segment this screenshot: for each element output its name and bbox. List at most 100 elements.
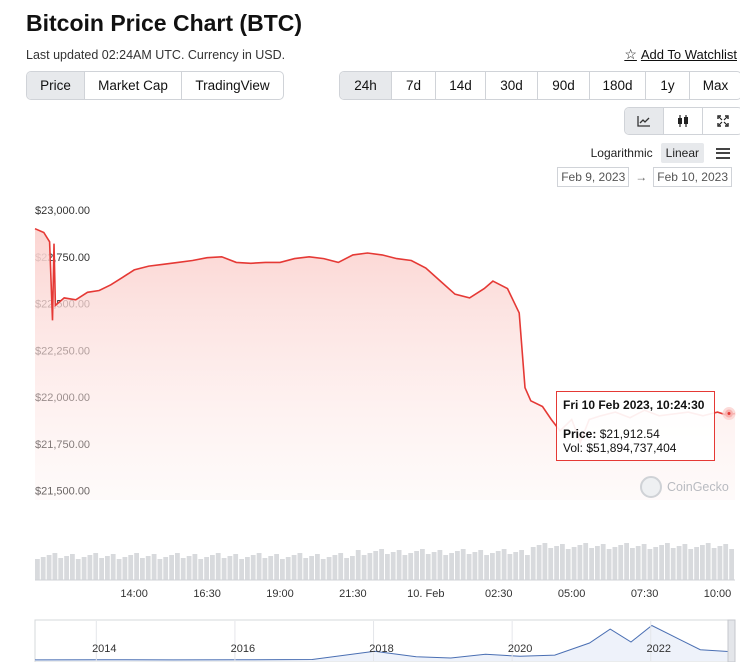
navigator-tick-label: 2016 bbox=[231, 643, 255, 655]
x-tick-label: 21:30 bbox=[339, 588, 367, 600]
volume-bar bbox=[641, 544, 647, 580]
x-tick-label: 05:00 bbox=[558, 588, 586, 600]
volume-bars bbox=[35, 543, 734, 580]
range-24h[interactable]: 24h bbox=[340, 72, 392, 99]
volume-bar bbox=[385, 554, 390, 580]
volume-bar bbox=[245, 557, 250, 580]
volume-bar bbox=[52, 553, 58, 580]
volume-bar bbox=[192, 554, 198, 580]
volume-bar bbox=[676, 546, 682, 580]
volume-bar bbox=[361, 555, 367, 580]
volume-bar bbox=[536, 545, 542, 580]
volume-bar bbox=[694, 547, 699, 580]
volume-bar bbox=[700, 545, 705, 580]
volume-bar bbox=[653, 547, 659, 580]
volume-bar bbox=[723, 544, 729, 580]
volume-bar bbox=[408, 553, 414, 580]
tab-tradingview[interactable]: TradingView bbox=[195, 78, 270, 93]
navigator-tick-label: 2022 bbox=[647, 643, 671, 655]
volume-bar bbox=[105, 556, 110, 580]
navigator-line bbox=[34, 624, 736, 661]
range-180d[interactable]: 180d bbox=[590, 72, 646, 99]
range-1y[interactable]: 1y bbox=[646, 72, 690, 99]
volume-bar bbox=[180, 558, 186, 580]
volume-bar bbox=[484, 555, 489, 580]
x-tick-label: 02:30 bbox=[485, 588, 513, 600]
volume-bar bbox=[665, 543, 670, 580]
volume-bar bbox=[460, 549, 466, 580]
volume-bar bbox=[239, 559, 244, 580]
volume-bar bbox=[420, 549, 425, 580]
volume-bar bbox=[326, 557, 332, 580]
volume-bar bbox=[507, 554, 513, 580]
date-to-input[interactable]: Feb 10, 2023 bbox=[653, 167, 732, 187]
volume-bar bbox=[58, 558, 64, 580]
line-chart-icon[interactable] bbox=[625, 108, 664, 134]
volume-bar bbox=[175, 553, 180, 580]
coingecko-watermark: CoinGecko bbox=[640, 476, 729, 498]
candlestick-icon[interactable] bbox=[664, 108, 703, 134]
volume-bar bbox=[583, 543, 589, 580]
navigator: 2014 2016 2018 2020 2022 bbox=[34, 619, 736, 662]
volume-bar bbox=[186, 556, 192, 580]
last-updated-text: Last updated 02:24AM UTC. Currency in US… bbox=[26, 48, 286, 62]
volume-bar bbox=[367, 553, 373, 580]
volume-bar bbox=[256, 553, 262, 580]
range-tabs: 24h 7d 14d 30d 90d 180d 1y Max bbox=[339, 71, 740, 100]
linear-option[interactable]: Linear bbox=[660, 143, 704, 163]
tooltip-vol-value: $51,894,737,404 bbox=[586, 441, 677, 455]
x-tick-label: 16:30 bbox=[193, 588, 221, 600]
arrow-right-icon: → bbox=[635, 170, 648, 184]
volume-bar bbox=[250, 555, 256, 580]
volume-bar bbox=[600, 544, 606, 580]
range-90d[interactable]: 90d bbox=[538, 72, 590, 99]
volume-bar bbox=[396, 550, 402, 580]
volume-bar bbox=[198, 559, 204, 580]
x-tick-label: 10:00 bbox=[704, 588, 732, 600]
volume-bar bbox=[350, 556, 355, 580]
range-14d[interactable]: 14d bbox=[436, 72, 486, 99]
volume-bar bbox=[122, 557, 128, 580]
volume-bar bbox=[297, 553, 303, 580]
volume-bar bbox=[81, 557, 87, 580]
volume-bar bbox=[332, 555, 338, 580]
range-max[interactable]: Max bbox=[702, 78, 729, 93]
volume-bar bbox=[169, 555, 174, 580]
x-tick-label: 10. Feb bbox=[407, 588, 444, 600]
hover-point bbox=[722, 407, 736, 421]
volume-bar bbox=[670, 548, 676, 580]
volume-bar bbox=[548, 548, 554, 580]
tooltip-title: Fri 10 Feb 2023, 10:24:30 bbox=[563, 398, 705, 412]
range-30d[interactable]: 30d bbox=[486, 72, 538, 99]
volume-bar bbox=[64, 556, 69, 580]
watermark-text: CoinGecko bbox=[667, 480, 729, 494]
volume-bar bbox=[495, 551, 501, 580]
volume-bar bbox=[711, 548, 717, 580]
fullscreen-icon[interactable] bbox=[703, 108, 740, 134]
volume-bar bbox=[338, 553, 344, 580]
volume-bar bbox=[210, 555, 215, 580]
volume-bar bbox=[624, 543, 629, 580]
volume-bar bbox=[612, 547, 618, 580]
volume-bar bbox=[560, 544, 565, 580]
volume-bar bbox=[93, 553, 99, 580]
menu-icon[interactable] bbox=[716, 147, 730, 159]
volume-bar bbox=[630, 548, 635, 580]
volume-bar bbox=[501, 549, 507, 580]
tab-market-cap[interactable]: Market Cap bbox=[85, 72, 182, 99]
range-7d[interactable]: 7d bbox=[392, 72, 436, 99]
logarithmic-option[interactable]: Logarithmic bbox=[590, 146, 653, 160]
volume-bar bbox=[75, 559, 81, 580]
add-to-watchlist-link[interactable]: ☆ Add To Watchlist bbox=[624, 46, 737, 63]
y-tick-label: $23,000.00 bbox=[35, 205, 90, 217]
watchlist-label: Add To Watchlist bbox=[640, 47, 737, 62]
tab-price[interactable]: Price bbox=[27, 72, 85, 99]
volume-bar bbox=[425, 554, 431, 580]
volume-bar bbox=[472, 552, 478, 580]
volume-bar bbox=[542, 543, 548, 580]
volume-bar bbox=[320, 559, 326, 580]
volume-bar bbox=[606, 549, 612, 580]
date-from-input[interactable]: Feb 9, 2023 bbox=[557, 167, 630, 187]
volume-bar bbox=[490, 553, 495, 580]
navigator-handle bbox=[727, 619, 736, 662]
